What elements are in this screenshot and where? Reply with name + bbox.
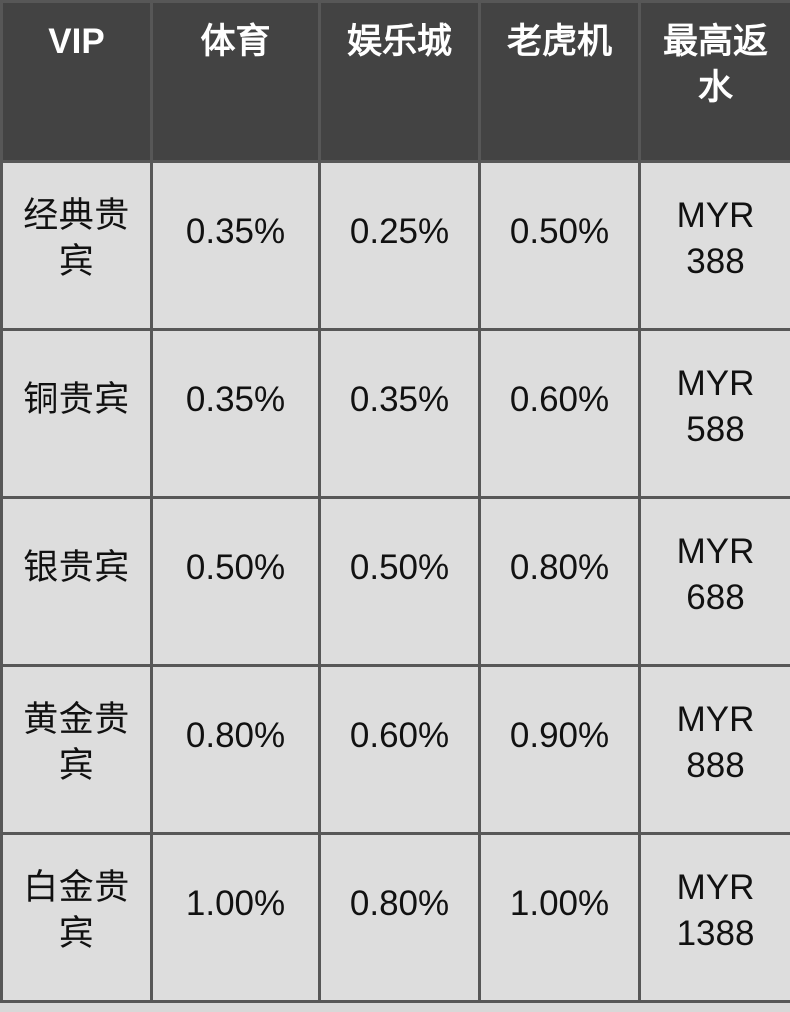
- table-body: 经典贵宾 0.35% 0.25% 0.50% MYR 388 铜贵宾 0.35%…: [0, 160, 790, 1003]
- table-row: 铜贵宾 0.35% 0.35% 0.60% MYR 588: [0, 328, 790, 499]
- cell-sports-rate: 0.50%: [150, 496, 321, 667]
- cell-casino-rate: 0.60%: [318, 664, 481, 835]
- cell-sports-rate: 0.35%: [150, 160, 321, 331]
- cell-tier-name: 银贵宾: [0, 496, 153, 667]
- cell-casino-rate: 0.35%: [318, 328, 481, 499]
- table-row: 银贵宾 0.50% 0.50% 0.80% MYR 688: [0, 496, 790, 667]
- cell-max-rebate: MYR 688: [638, 496, 790, 667]
- column-header-sports: 体育: [150, 0, 321, 163]
- column-header-vip: VIP: [0, 0, 153, 163]
- cell-slots-rate: 0.90%: [478, 664, 641, 835]
- cell-max-rebate: MYR 388: [638, 160, 790, 331]
- cell-casino-rate: 0.25%: [318, 160, 481, 331]
- table-row: 黄金贵宾 0.80% 0.60% 0.90% MYR 888: [0, 664, 790, 835]
- cell-tier-name: 白金贵宾: [0, 832, 153, 1003]
- cell-slots-rate: 1.00%: [478, 832, 641, 1003]
- cell-max-rebate: MYR 1388: [638, 832, 790, 1003]
- cell-max-rebate: MYR 588: [638, 328, 790, 499]
- cell-tier-name: 黄金贵宾: [0, 664, 153, 835]
- table-header: VIP 体育 娱乐城 老虎机 最高返水: [0, 0, 790, 163]
- cell-sports-rate: 1.00%: [150, 832, 321, 1003]
- cell-casino-rate: 0.50%: [318, 496, 481, 667]
- cell-tier-name: 铜贵宾: [0, 328, 153, 499]
- table-header-row: VIP 体育 娱乐城 老虎机 最高返水: [0, 0, 790, 163]
- cell-max-rebate: MYR 888: [638, 664, 790, 835]
- cell-slots-rate: 0.50%: [478, 160, 641, 331]
- column-header-slots: 老虎机: [478, 0, 641, 163]
- table-row: 白金贵宾 1.00% 0.80% 1.00% MYR 1388: [0, 832, 790, 1003]
- column-header-max-rebate: 最高返水: [638, 0, 790, 163]
- cell-slots-rate: 0.60%: [478, 328, 641, 499]
- column-header-casino: 娱乐城: [318, 0, 481, 163]
- cell-sports-rate: 0.80%: [150, 664, 321, 835]
- cell-sports-rate: 0.35%: [150, 328, 321, 499]
- cell-tier-name: 经典贵宾: [0, 160, 153, 331]
- cell-casino-rate: 0.80%: [318, 832, 481, 1003]
- table-row: 经典贵宾 0.35% 0.25% 0.50% MYR 388: [0, 160, 790, 331]
- cell-slots-rate: 0.80%: [478, 496, 641, 667]
